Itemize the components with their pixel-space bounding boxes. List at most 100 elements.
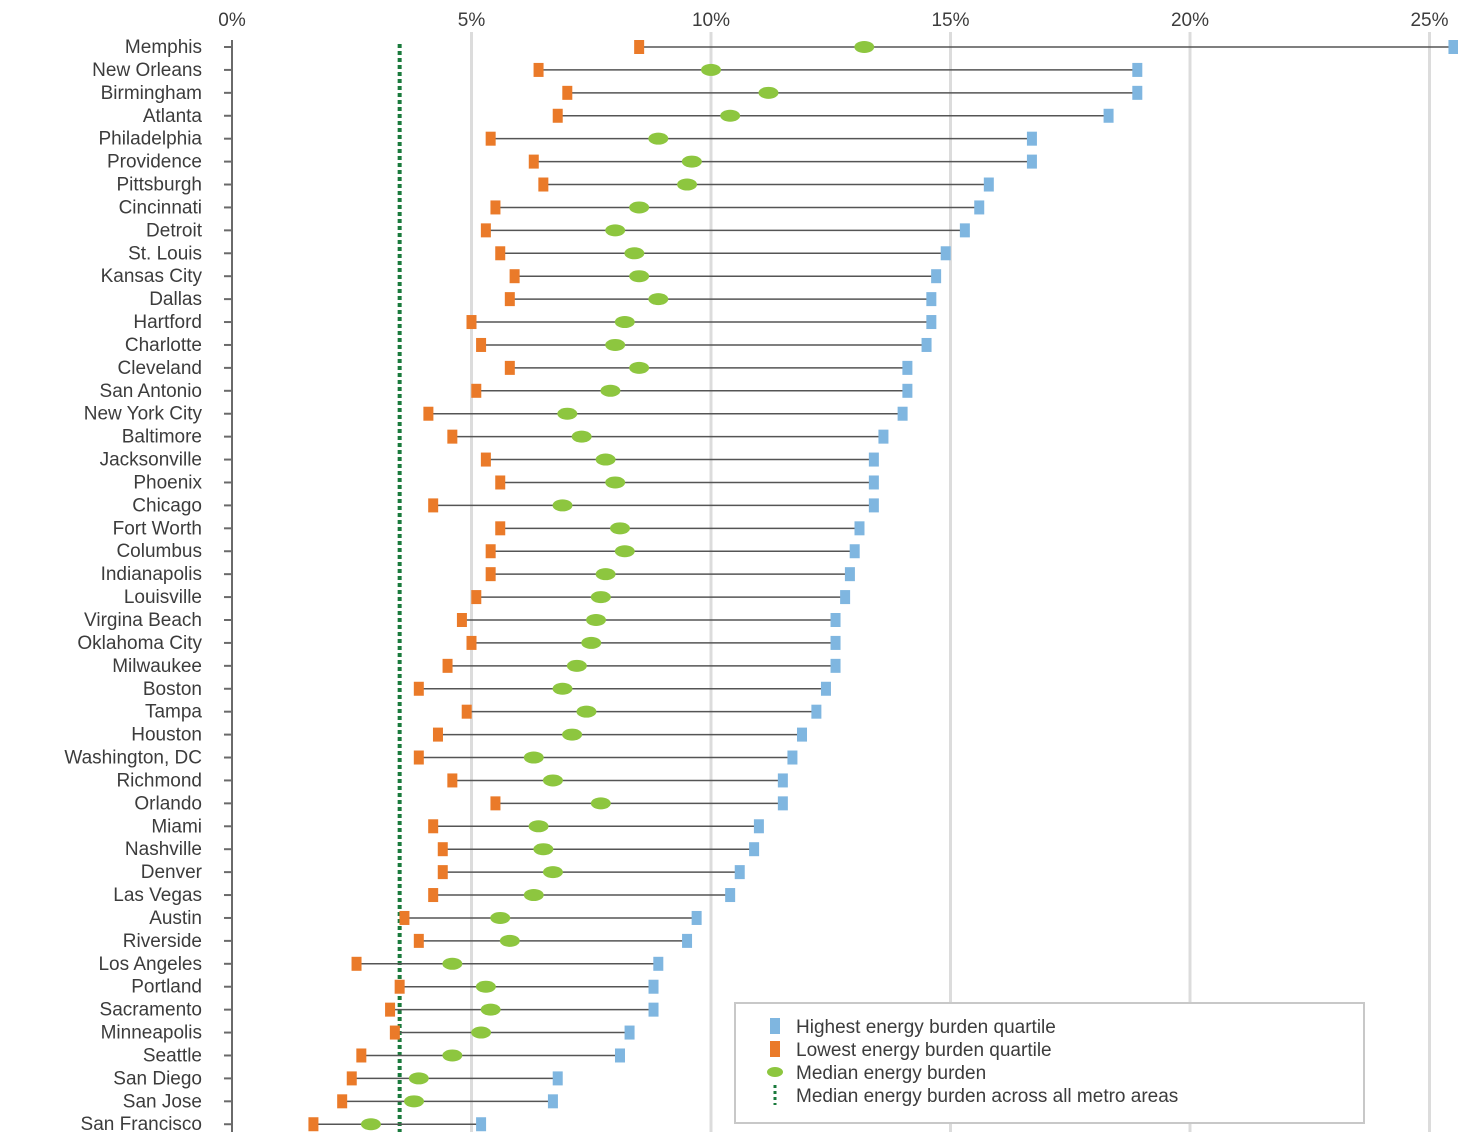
low-quartile-marker — [432, 727, 443, 742]
city-label: Oklahoma City — [77, 633, 202, 654]
high-quartile-marker — [931, 269, 942, 284]
legend-swatch — [767, 1067, 783, 1077]
low-quartile-marker — [466, 315, 477, 330]
city-label: Las Vegas — [113, 885, 202, 906]
city-row: Columbus — [116, 541, 860, 562]
low-quartile-marker — [394, 979, 405, 994]
high-quartile-marker — [753, 819, 764, 834]
city-label: Portland — [131, 977, 202, 998]
city-row: Nashville — [125, 839, 760, 860]
high-quartile-marker — [868, 498, 879, 513]
high-quartile-marker — [1448, 40, 1458, 54]
city-label: San Jose — [123, 1091, 202, 1112]
high-quartile-marker — [844, 567, 855, 582]
low-quartile-marker — [356, 1048, 367, 1063]
high-quartile-marker — [691, 910, 702, 925]
city-label: Richmond — [116, 770, 202, 791]
high-quartile-marker — [940, 246, 951, 261]
city-row: Chicago — [132, 495, 879, 516]
high-quartile-marker — [1103, 108, 1114, 123]
city-row: San Jose — [123, 1091, 558, 1112]
city-label: Nashville — [125, 839, 202, 860]
x-tick-label: 25% — [1410, 10, 1448, 31]
city-row: Orlando — [134, 793, 788, 814]
city-row: Seattle — [143, 1045, 625, 1066]
median-marker — [523, 751, 544, 764]
city-row: Jacksonville — [100, 450, 879, 471]
low-quartile-marker — [385, 1002, 396, 1017]
city-label: Sacramento — [100, 1000, 202, 1021]
median-marker — [557, 407, 578, 420]
high-quartile-marker — [682, 933, 693, 948]
median-marker — [533, 843, 554, 856]
median-marker — [442, 1049, 463, 1062]
city-row: Memphis — [125, 37, 1458, 58]
high-quartile-marker — [653, 956, 664, 971]
high-quartile-marker — [734, 865, 745, 880]
city-label: Philadelphia — [98, 129, 202, 150]
city-row: Cleveland — [118, 358, 913, 379]
low-quartile-marker — [437, 865, 448, 880]
city-label: St. Louis — [128, 243, 202, 264]
median-marker — [523, 889, 544, 902]
low-quartile-marker — [471, 383, 482, 398]
low-quartile-marker — [495, 246, 506, 261]
city-label: San Francisco — [81, 1114, 202, 1132]
median-marker — [605, 224, 626, 237]
high-quartile-marker — [648, 979, 659, 994]
high-quartile-marker — [725, 888, 736, 903]
city-row: San Diego — [113, 1068, 563, 1089]
median-marker — [542, 866, 563, 879]
x-axis-ticks: 0% 5% 10% 15% 20% 25% — [218, 10, 1448, 31]
low-quartile-marker — [389, 1025, 400, 1040]
city-label: Seattle — [143, 1045, 202, 1066]
high-quartile-marker — [1026, 154, 1037, 169]
median-marker — [552, 499, 573, 512]
city-label: San Antonio — [100, 381, 202, 402]
high-quartile-marker — [849, 544, 860, 559]
median-marker — [629, 201, 650, 214]
low-quartile-marker — [490, 796, 501, 811]
low-quartile-marker — [538, 177, 549, 192]
city-row: Oklahoma City — [77, 633, 841, 654]
median-marker — [475, 980, 496, 993]
low-quartile-marker — [428, 819, 439, 834]
city-label: Milwaukee — [112, 656, 202, 677]
low-quartile-marker — [495, 475, 506, 490]
median-marker — [681, 155, 702, 168]
city-label: New York City — [84, 404, 203, 425]
city-row: Indianapolis — [101, 564, 855, 585]
city-row: Dallas — [149, 289, 937, 310]
city-label: Fort Worth — [113, 518, 202, 539]
low-quartile-marker — [351, 956, 362, 971]
city-row: Sacramento — [100, 1000, 659, 1021]
x-tick-label: 0% — [218, 10, 246, 31]
low-quartile-marker — [346, 1071, 357, 1086]
median-marker — [648, 293, 669, 306]
median-marker — [581, 636, 602, 649]
low-quartile-marker — [490, 200, 501, 215]
median-marker — [758, 86, 779, 99]
high-quartile-marker — [1026, 131, 1037, 146]
city-row: Richmond — [116, 770, 788, 791]
high-quartile-marker — [854, 521, 865, 536]
median-marker — [595, 453, 616, 466]
low-quartile-marker — [485, 131, 496, 146]
city-label: Kansas City — [101, 266, 203, 287]
city-label: Virgina Beach — [84, 610, 202, 631]
low-quartile-marker — [428, 498, 439, 513]
city-label: Minneapolis — [101, 1023, 202, 1044]
city-row: Boston — [143, 679, 831, 700]
median-marker — [566, 659, 587, 672]
high-quartile-marker — [868, 452, 879, 467]
median-marker — [629, 270, 650, 283]
median-marker — [404, 1095, 425, 1108]
high-quartile-marker — [749, 842, 760, 857]
low-quartile-marker — [495, 521, 506, 536]
city-row: New Orleans — [92, 60, 1143, 81]
city-label: New Orleans — [92, 60, 202, 81]
city-label: Birmingham — [101, 83, 202, 104]
